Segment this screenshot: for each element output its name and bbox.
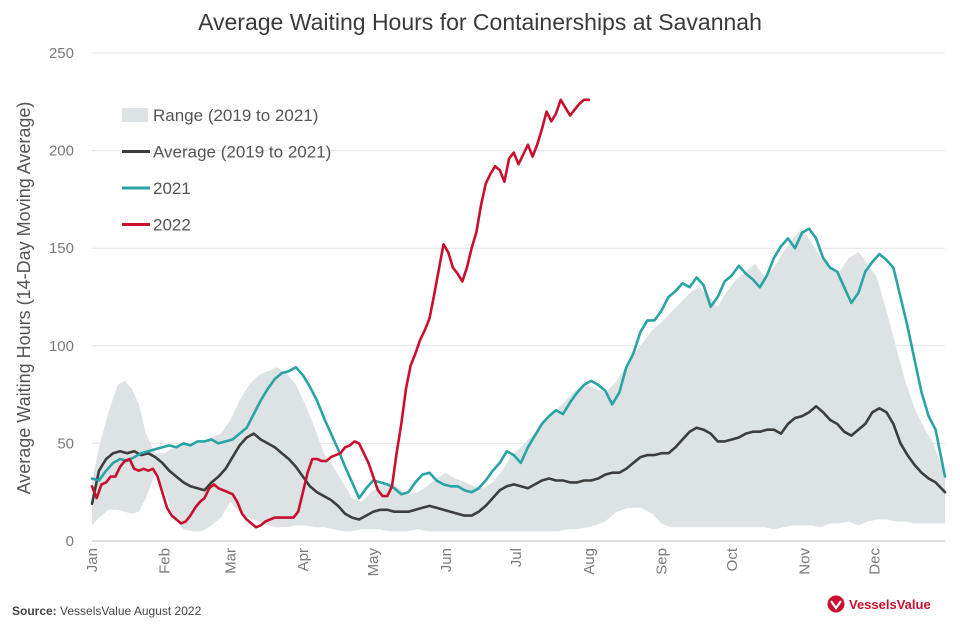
- y-tick-label: 200: [49, 143, 74, 160]
- series-y2021-line: [90, 227, 947, 500]
- legend-label-average: Average (2019 to 2021): [153, 143, 331, 162]
- y-tick-label: 250: [49, 45, 74, 62]
- vesselsvalue-logo: VesselsValue: [826, 595, 931, 613]
- chart-title: Average Waiting Hours for Containerships…: [198, 9, 762, 35]
- logo-text: VesselsValue: [849, 596, 931, 612]
- x-tick-label: May: [365, 548, 382, 577]
- x-tick-label: Jan: [84, 548, 101, 572]
- x-tick-label: Feb: [157, 548, 174, 574]
- series-y2022-line: [90, 98, 591, 529]
- x-tick-label: Jul: [508, 548, 525, 567]
- series-average-line: [90, 404, 947, 521]
- y-tick-label: 100: [49, 338, 74, 355]
- legend-label-y2021: 2021: [153, 179, 191, 198]
- x-tick-label: Aug: [581, 548, 598, 575]
- y-axis-label: Average Waiting Hours (14-Day Moving Ave…: [14, 102, 34, 495]
- source-note: Source: VesselsValue August 2022: [12, 604, 201, 618]
- x-tick-label: Oct: [724, 547, 741, 571]
- x-tick-label: Apr: [295, 548, 312, 571]
- range-band: [92, 228, 945, 532]
- y-tick-label: 0: [66, 533, 74, 550]
- x-axis: Jan Feb Mar Apr May Jun Jul Aug Sep Oct Nov Dec: [84, 540, 945, 577]
- legend-label-range: Range (2019 to 2021): [153, 106, 318, 125]
- x-tick-label: Dec: [867, 548, 884, 575]
- y-tick-label: 50: [57, 435, 74, 452]
- plot-area: [90, 98, 947, 532]
- source-text: VesselsValue August 2022: [60, 604, 202, 618]
- vesselsvalue-logo-icon: [827, 595, 845, 613]
- x-tick-label: Nov: [796, 548, 813, 575]
- legend: Range (2019 to 2021) Average (2019 to 202…: [122, 106, 331, 235]
- x-tick-label: Mar: [222, 548, 239, 574]
- x-tick-label: Jun: [438, 548, 455, 572]
- legend-label-y2022: 2022: [153, 216, 191, 235]
- legend-swatch-range: [122, 108, 148, 122]
- source-label: Source:: [12, 604, 57, 618]
- y-axis: 0 50 100 150 200 250: [49, 45, 74, 550]
- y-tick-label: 150: [49, 240, 74, 257]
- x-tick-label: Sep: [653, 548, 670, 575]
